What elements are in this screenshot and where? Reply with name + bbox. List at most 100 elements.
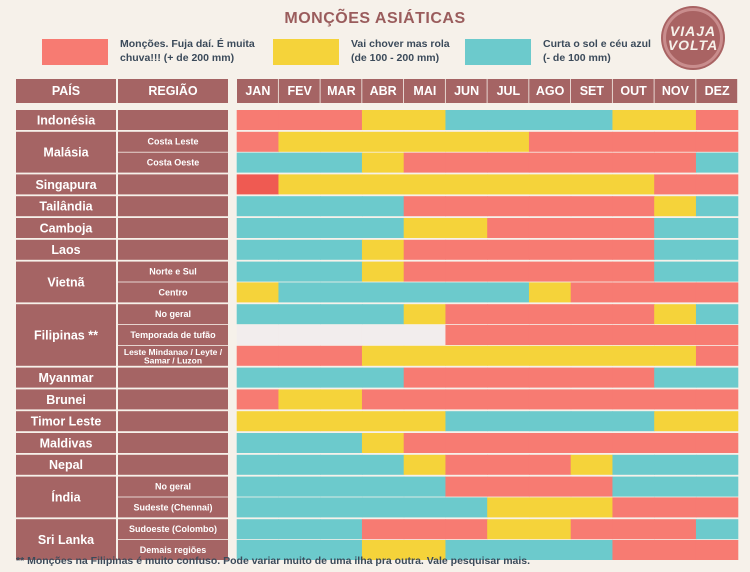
month-cell [278,282,321,303]
month-cell [236,411,280,432]
month-cell [361,131,405,152]
country-cell [16,389,116,410]
month-cell [320,367,363,388]
month-cell [320,218,363,238]
region-cell [118,345,228,366]
month-cell [320,325,363,345]
month-cell [612,433,655,453]
month-cell [695,540,739,560]
month-cell [361,218,405,238]
month-cell [236,497,280,518]
month-cell [403,239,447,260]
month-cell [528,411,572,432]
country-cell [16,196,116,217]
month-cell [654,174,697,195]
month-cell [445,497,488,518]
region-cell [118,239,228,260]
month-cell [403,519,447,540]
month-cell [236,345,280,366]
month-cell [320,196,363,217]
month-cell [695,174,739,195]
month-cell [320,519,363,540]
month-cell [236,304,280,325]
month-header-cell [571,79,612,103]
month-cell [654,152,697,173]
month-cell [695,325,739,345]
month-cell [445,110,488,130]
month-cell [570,325,614,345]
month-cell [487,476,530,497]
month-cell [320,433,363,453]
month-cell [654,519,697,540]
month-cell [570,304,614,325]
country-cell [16,218,116,238]
month-cell [403,304,447,325]
month-cell [695,239,739,260]
country-label: Singapura [35,178,97,192]
month-cell [570,218,614,238]
region-label: Temporada de tufão [130,330,216,340]
region-label: Samar / Luzon [144,355,202,365]
month-cell [361,196,405,217]
month-cell [528,304,572,325]
month-cell [612,367,655,388]
month-header-cell [278,79,320,103]
month-cell [278,454,321,475]
month-cell [403,497,447,518]
month-cell [403,411,447,432]
month-cell [278,218,321,238]
month-cell [654,433,697,453]
month-cell [612,345,655,366]
month-cell [445,218,488,238]
legend-text-line1: Monções. Fuja daí. É muita [120,38,255,50]
month-cell [278,110,321,130]
month-cell [695,497,739,518]
country-cell [16,411,116,432]
month-label: MAR [327,84,355,98]
month-cell [487,519,530,540]
month-cell [654,304,697,325]
month-cell [528,152,572,173]
legend-text-line1: Curta o sol e céu azul [543,38,651,50]
month-cell [612,282,655,303]
month-label: SET [580,84,605,98]
month-header-cell [612,79,654,103]
month-cell [445,174,488,195]
month-cell [320,304,363,325]
month-cell [528,261,572,282]
month-cell [320,152,363,173]
country-label: Myanmar [39,371,94,385]
region-label: Centro [159,287,189,297]
month-cell [695,218,739,238]
month-cell [570,540,614,560]
country-label: Camboja [40,221,94,235]
country-cell [16,454,116,475]
page-title: MONÇÕES ASIÁTICAS [284,10,466,27]
month-cell [654,218,697,238]
month-label: ABR [370,84,397,98]
month-cell [361,476,405,497]
month-cell [612,497,655,518]
month-header-cell [529,79,571,103]
month-cell [570,110,614,130]
month-label: MAI [413,84,436,98]
month-cell [695,389,739,410]
month-cell [278,345,321,366]
month-cell [695,196,739,217]
month-cell [236,282,280,303]
region-label: Costa Oeste [147,158,200,168]
month-cell [403,152,447,173]
month-cell [487,110,530,130]
month-cell [570,152,614,173]
month-header-cell [654,79,696,103]
month-cell [695,345,739,366]
month-cell [361,110,405,130]
month-cell [654,261,697,282]
month-cell [528,433,572,453]
month-cell [570,196,614,217]
month-cell [695,261,739,282]
month-cell [236,325,280,345]
month-cell [361,152,405,173]
month-cell [445,433,488,453]
month-cell [361,325,405,345]
